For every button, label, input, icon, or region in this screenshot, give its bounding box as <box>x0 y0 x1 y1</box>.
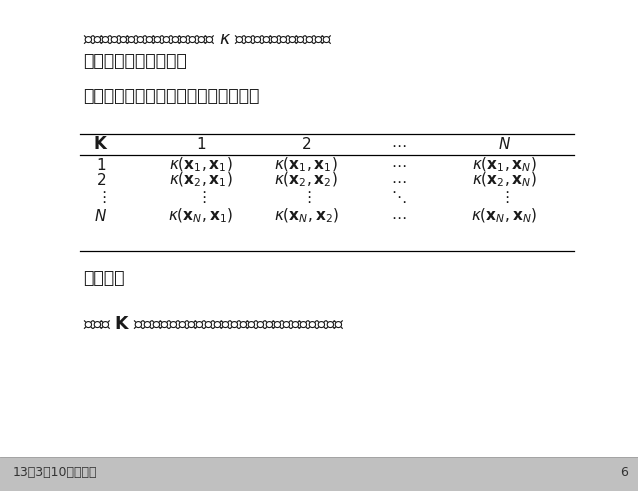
Text: $\kappa(\mathbf{x}_2, \mathbf{x}_N)$: $\kappa(\mathbf{x}_2, \mathbf{x}_N)$ <box>471 171 537 190</box>
Text: 標準的な表記法を用いて、この行列を: 標準的な表記法を用いて、この行列を <box>83 87 259 105</box>
Text: $\cdots$: $\cdots$ <box>391 158 406 172</box>
Text: $\kappa(\mathbf{x}_N, \mathbf{x}_1)$: $\kappa(\mathbf{x}_N, \mathbf{x}_1)$ <box>168 207 234 225</box>
Text: $\kappa(\mathbf{x}_1, \mathbf{x}_N)$: $\kappa(\mathbf{x}_1, \mathbf{x}_N)$ <box>471 156 537 174</box>
Bar <box>0 457 638 491</box>
Text: $\vdots$: $\vdots$ <box>499 190 509 205</box>
Text: $N$: $N$ <box>94 208 107 224</box>
Text: カーネル行列という。: カーネル行列という。 <box>83 52 187 70</box>
Text: $\vdots$: $\vdots$ <box>301 190 311 205</box>
Text: 13年3月10日日曜日: 13年3月10日日曜日 <box>13 466 97 479</box>
Text: $\cdots$: $\cdots$ <box>391 209 406 223</box>
Text: $\ddots$: $\ddots$ <box>391 190 406 205</box>
Text: $\kappa(\mathbf{x}_2, \mathbf{x}_1)$: $\kappa(\mathbf{x}_2, \mathbf{x}_1)$ <box>169 171 233 190</box>
Text: $2$: $2$ <box>301 136 311 152</box>
Text: $\cdots$: $\cdots$ <box>391 137 406 152</box>
Text: $1$: $1$ <box>96 157 106 173</box>
Text: $\vdots$: $\vdots$ <box>96 190 106 205</box>
Text: $\kappa(\mathbf{x}_N, \mathbf{x}_2)$: $\kappa(\mathbf{x}_N, \mathbf{x}_2)$ <box>274 207 339 225</box>
Text: $\mathbf{K}$: $\mathbf{K}$ <box>93 136 108 153</box>
Text: 左隅の $\mathbf{K}$ の記号は、表がカーネル行列の表であることを示す。: 左隅の $\mathbf{K}$ の記号は、表がカーネル行列の表であることを示す… <box>83 315 345 333</box>
Text: 6: 6 <box>621 466 628 479</box>
Text: $\cdots$: $\cdots$ <box>391 173 406 188</box>
Text: $\kappa(\mathbf{x}_2, \mathbf{x}_2)$: $\kappa(\mathbf{x}_2, \mathbf{x}_2)$ <box>274 171 338 190</box>
Text: $1$: $1$ <box>196 136 206 152</box>
Text: と書く。: と書く。 <box>83 269 124 287</box>
Text: グラム行列の成分がカーネル関数 $\kappa$ であるとき、この行列を: グラム行列の成分がカーネル関数 $\kappa$ であるとき、この行列を <box>83 29 333 48</box>
Text: $2$: $2$ <box>96 172 106 188</box>
Text: $N$: $N$ <box>498 136 510 152</box>
Text: $\kappa(\mathbf{x}_1, \mathbf{x}_1)$: $\kappa(\mathbf{x}_1, \mathbf{x}_1)$ <box>169 156 233 174</box>
Text: $\kappa(\mathbf{x}_1, \mathbf{x}_1)$: $\kappa(\mathbf{x}_1, \mathbf{x}_1)$ <box>274 156 338 174</box>
Text: $\vdots$: $\vdots$ <box>196 190 206 205</box>
Text: $\kappa(\mathbf{x}_N, \mathbf{x}_N)$: $\kappa(\mathbf{x}_N, \mathbf{x}_N)$ <box>471 207 537 225</box>
